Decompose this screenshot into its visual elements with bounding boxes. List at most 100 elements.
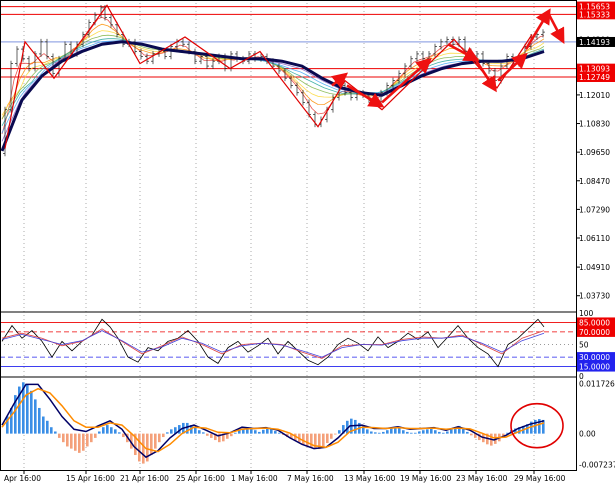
moving-average-line — [0, 40, 545, 152]
macd-histogram-bar — [178, 425, 181, 434]
time-tick-label: Apr 16:00 — [4, 474, 41, 483]
macd-histogram-bar — [30, 390, 33, 434]
macd-histogram-bar — [294, 433, 297, 441]
zigzag-line — [4, 4, 533, 149]
macd-tick-label: -0.0072378 — [579, 461, 615, 470]
macd-histogram-bar — [382, 431, 385, 434]
macd-tick-label: 0.00 — [579, 430, 596, 439]
time-axis: Apr 16:00 15 Apr 16:00 21 Apr 16:00 25 Apr … — [4, 470, 566, 483]
macd-histogram-bar — [542, 419, 545, 434]
macd-histogram-bar — [270, 428, 273, 434]
macd-histogram-bar — [122, 433, 125, 438]
macd-histogram-bar — [138, 433, 141, 462]
macd-histogram-bar — [246, 427, 249, 434]
macd-histogram-bar — [338, 430, 341, 434]
forecast-arrow — [497, 52, 528, 82]
price-level-label: 1.15653 — [579, 3, 610, 12]
price-tick-label: 1.04910 — [579, 263, 610, 272]
macd-histogram-bar — [114, 429, 117, 434]
macd-histogram-bar — [146, 433, 149, 462]
macd-histogram-bar — [266, 428, 269, 434]
macd-histogram-bar — [306, 433, 309, 447]
price-level-tag — [577, 71, 615, 82]
stoch-tick-label: 50 — [579, 341, 589, 350]
macd-histogram-bar — [26, 384, 29, 434]
macd-histogram-bar — [450, 429, 453, 434]
macd-histogram-bar — [278, 432, 281, 434]
time-tick-label: 23 May 16:00 — [456, 474, 508, 483]
macd-histogram-bar — [442, 432, 445, 434]
stoch-line — [1, 318, 545, 368]
macd-histogram-bar — [242, 428, 245, 434]
macd-histogram-bar — [446, 431, 449, 434]
time-tick-label: 13 May 16:00 — [344, 474, 396, 483]
macd-histogram-bar — [42, 416, 45, 434]
macd-histogram-bar — [222, 433, 225, 442]
macd-histogram-bar — [238, 430, 241, 434]
forecast-arrow — [381, 57, 432, 104]
macd-histogram-bar — [102, 427, 105, 434]
macd-histogram-bar — [250, 428, 253, 434]
macd-histogram-bar — [62, 433, 65, 443]
macd-histogram-bar — [346, 420, 349, 434]
macd-histogram-bar — [374, 432, 377, 434]
stoch-level-tag — [577, 326, 615, 337]
macd-histogram-bar — [82, 433, 85, 451]
macd-histogram-bar — [38, 407, 41, 434]
macd-histogram-bar — [390, 428, 393, 434]
price-level-tag — [577, 9, 615, 20]
macd-histogram-bar — [174, 427, 177, 434]
macd-histogram-bar — [86, 433, 89, 447]
macd-histogram-bar — [154, 433, 157, 449]
macd-histogram-bar — [462, 428, 465, 434]
macd-histogram-bar — [258, 431, 261, 434]
macd-histogram-bar — [166, 432, 169, 434]
macd-histogram-bar — [330, 433, 333, 439]
forecast-arrow — [331, 72, 349, 89]
stoch-tick-label: 0 — [579, 372, 584, 381]
macd-histogram-bar — [386, 430, 389, 434]
macd-histogram-bar — [78, 433, 81, 453]
time-tick-label: 15 Apr 16:00 — [66, 474, 115, 483]
stoch-level-tag — [577, 317, 615, 328]
macd-histogram-bar — [162, 433, 165, 438]
macd-histogram-bar — [118, 432, 121, 434]
macd-histogram-bar — [130, 433, 133, 449]
macd-histogram-bar — [186, 422, 189, 434]
stoch-level-label: 70.0000 — [579, 328, 610, 337]
macd-histogram-bar — [370, 431, 373, 434]
macd-histogram-bar — [90, 433, 93, 443]
macd-histogram-bar — [502, 433, 505, 438]
macd-histogram-bar — [426, 429, 429, 434]
macd-histogram-bar — [302, 433, 305, 445]
stoch-level-tag — [577, 352, 615, 363]
highlight-circle — [510, 402, 564, 449]
time-tick-label: 25 Apr 16:00 — [176, 474, 225, 483]
macd-histogram-bar — [34, 399, 37, 434]
current-price-tag — [577, 36, 615, 47]
stoch-level-label: 15.0000 — [579, 363, 610, 372]
macd-histogram-bar — [254, 430, 257, 434]
macd-histogram-bar — [150, 433, 153, 456]
current-price-label: 1.14193 — [579, 38, 610, 47]
price-level-tag — [577, 1, 615, 12]
macd-histogram-bar — [210, 433, 213, 438]
macd-histogram-bar — [206, 433, 209, 436]
macd-histogram-bar — [326, 433, 329, 444]
macd-histogram-bar — [110, 427, 113, 434]
price-level-label: 1.13093 — [579, 65, 610, 74]
macd-histogram-bar — [198, 430, 201, 434]
macd-histogram-bar — [406, 431, 409, 434]
macd-histogram-bar — [434, 430, 437, 434]
time-tick-label: 1 May 16:00 — [231, 474, 278, 483]
price-tick-label: 1.12010 — [579, 91, 610, 100]
macd-histogram-bar — [514, 428, 517, 434]
macd-histogram-bar — [6, 416, 9, 434]
macd-histogram-bar — [378, 432, 381, 434]
macd-histogram-bar — [234, 432, 237, 434]
time-tick-label: 19 May 16:00 — [400, 474, 452, 483]
macd-histogram-bar — [518, 427, 521, 434]
macd-histogram-bar — [74, 433, 77, 451]
